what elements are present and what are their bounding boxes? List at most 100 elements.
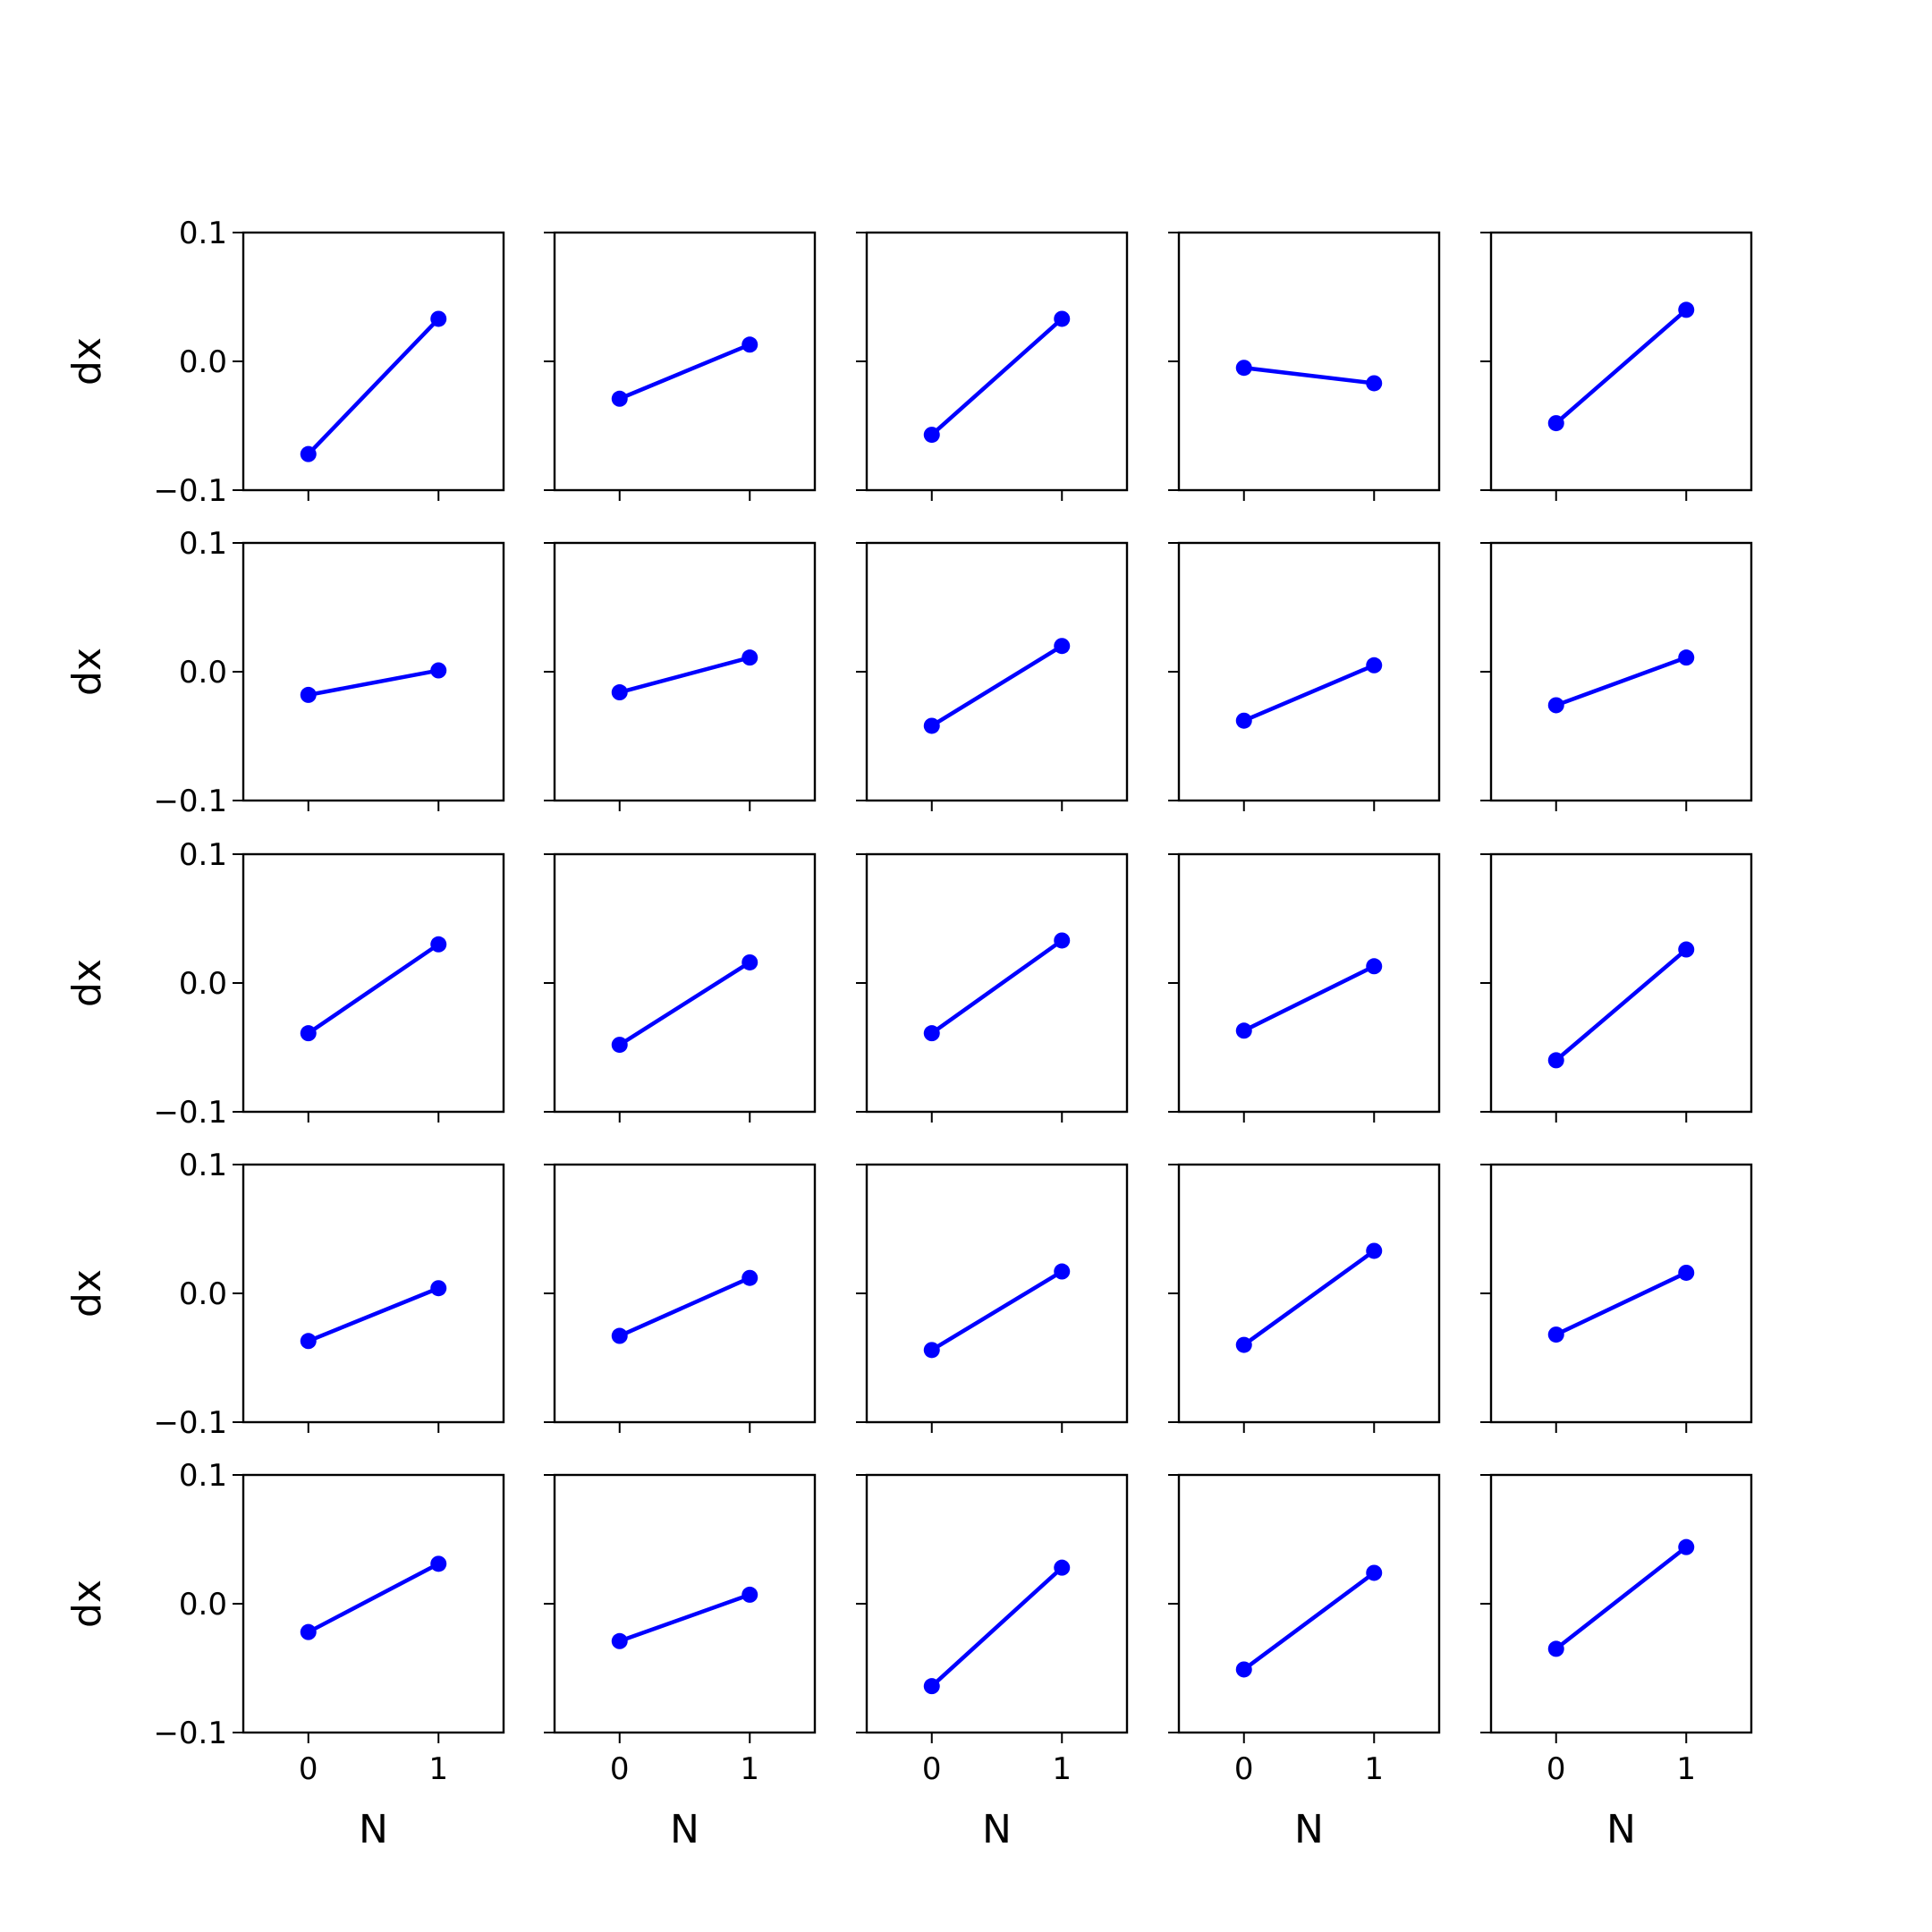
subplot-r5-c2: 0 1 N (544, 1473, 817, 1852)
subplot-r5-c3: 0 1 N (856, 1473, 1129, 1852)
data-point (923, 717, 940, 734)
series-line (618, 961, 751, 1047)
data-point (300, 1025, 317, 1042)
subplot-r5-c4: 0 1 N (1168, 1473, 1441, 1852)
series-line (618, 343, 751, 401)
y-tick-label: 0.0 (179, 655, 227, 691)
data-point (1235, 1661, 1252, 1678)
data-point (1547, 1052, 1564, 1069)
axes-frame (1177, 1163, 1441, 1424)
axes-frame (242, 541, 505, 802)
axes-frame (1489, 1473, 1753, 1734)
y-tick-label: 0.1 (179, 1458, 227, 1494)
data-point (741, 1269, 758, 1286)
data-point (1366, 657, 1383, 674)
y-tick-label: −0.1 (153, 1716, 227, 1751)
series-line (307, 317, 440, 456)
series-line (1242, 964, 1376, 1033)
x-tick-label: 0 (299, 1751, 318, 1787)
series-line (930, 317, 1063, 436)
series-line (930, 1269, 1063, 1352)
axes-frame (242, 231, 505, 492)
data-point (1054, 1263, 1071, 1280)
series-line (618, 1592, 751, 1643)
data-point (1235, 1336, 1252, 1353)
x-tick-label: 1 (1052, 1751, 1072, 1787)
y-tick-label: −0.1 (153, 1405, 227, 1441)
data-point (1678, 301, 1695, 318)
data-point (1235, 712, 1252, 729)
y-tick-label: 0.1 (179, 216, 227, 251)
axes-frame (865, 541, 1129, 802)
data-point (741, 953, 758, 970)
subplot-r1-c1: −0.1 0.0 0.1 dx (64, 216, 505, 509)
axes-frame (553, 852, 817, 1114)
subplot-r2-c3 (856, 541, 1129, 811)
data-point (741, 1586, 758, 1603)
subplot-r4-c3 (856, 1163, 1129, 1433)
series-line (307, 1286, 440, 1343)
axes-frame (1177, 541, 1441, 802)
data-point (430, 936, 447, 953)
series-line (307, 1562, 440, 1634)
axes-frame (1489, 541, 1753, 802)
data-point (611, 390, 628, 407)
data-point (430, 310, 447, 327)
subplot-r3-c2 (544, 852, 817, 1123)
series-line (930, 644, 1063, 728)
series-line (619, 655, 750, 695)
data-point (1366, 1564, 1383, 1581)
data-point (611, 1632, 628, 1649)
data-point (923, 1678, 940, 1695)
data-point (1547, 697, 1564, 714)
subplot-r3-c4 (1168, 852, 1441, 1123)
data-point (1366, 958, 1383, 975)
series-line (930, 938, 1063, 1035)
data-point (1054, 932, 1071, 949)
x-axis-label: N (982, 1807, 1012, 1852)
y-axis-label: dx (64, 337, 110, 386)
x-tick-label: 0 (1234, 1751, 1254, 1787)
x-tick-label: 1 (740, 1751, 759, 1787)
subplot-r2-c5 (1480, 541, 1753, 811)
subplot-r3-c1: −0.1 0.0 0.1 dx (64, 837, 505, 1131)
axes-frame (242, 852, 505, 1114)
subplot-r2-c4 (1168, 541, 1441, 811)
axes-frame (553, 1163, 817, 1424)
x-axis-label: N (1294, 1807, 1324, 1852)
data-point (1235, 1022, 1252, 1039)
data-point (430, 1555, 447, 1572)
subplot-r1-c2 (544, 231, 817, 501)
subplot-r2-c2 (544, 541, 817, 811)
data-point (611, 1327, 628, 1344)
axes-frame (553, 541, 817, 802)
series-line (1243, 365, 1375, 386)
data-point (1366, 375, 1383, 392)
y-tick-label: −0.1 (153, 473, 227, 509)
axes-frame (1489, 852, 1753, 1114)
y-tick-label: 0.1 (179, 526, 227, 562)
data-point (923, 427, 940, 444)
series-line (1555, 308, 1688, 425)
data-point (430, 662, 447, 679)
x-axis-label: N (359, 1807, 388, 1852)
data-point (1678, 1538, 1695, 1555)
subplot-r4-c5 (1480, 1163, 1753, 1433)
axes-frame (1177, 852, 1441, 1114)
subplot-r2-c1: −0.1 0.0 0.1 dx (64, 526, 505, 819)
data-point (1054, 638, 1071, 655)
subplot-r4-c1: −0.1 0.0 0.1 dx (64, 1148, 505, 1441)
y-axis-label: dx (64, 1269, 110, 1318)
series-line (930, 1566, 1063, 1688)
data-point (300, 686, 317, 703)
axes-frame (865, 1163, 1129, 1424)
data-point (1054, 1559, 1071, 1576)
subplot-r4-c2 (544, 1163, 817, 1433)
axes-frame (1489, 231, 1753, 492)
x-tick-label: 1 (1676, 1751, 1696, 1787)
subplot-r1-c3 (856, 231, 1129, 501)
data-point (1547, 415, 1564, 432)
series-line (1555, 1270, 1688, 1337)
subplot-r5-c1: −0.1 0.0 0.1 0 1 dx N (64, 1458, 505, 1852)
